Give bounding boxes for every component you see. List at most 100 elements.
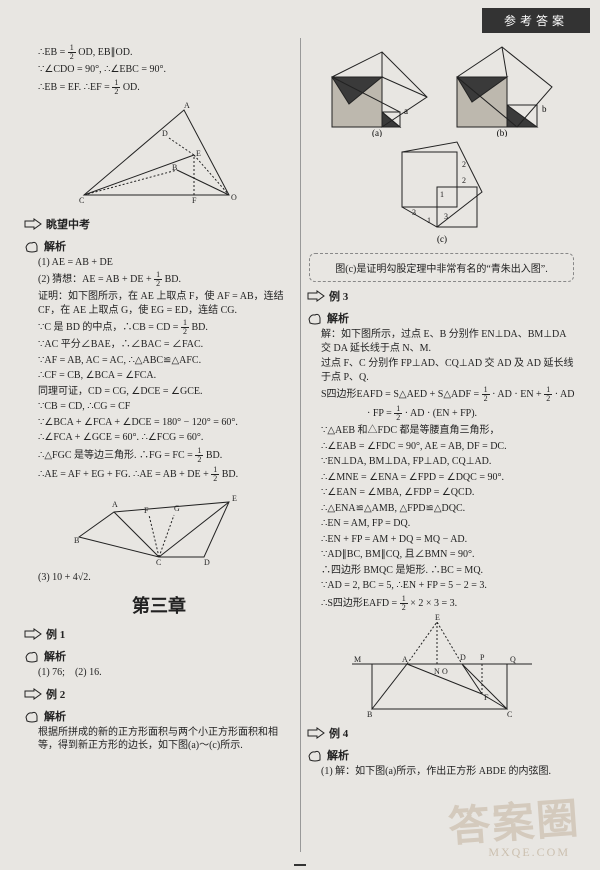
- figure-pentagon: A B C D E F G: [64, 487, 254, 567]
- hand-icon: [307, 311, 323, 325]
- figure-row: a (a) b (b): [307, 42, 576, 137]
- section-label: 解析: [327, 310, 349, 326]
- hand-icon: [307, 748, 323, 762]
- svg-text:M: M: [354, 655, 361, 664]
- svg-text:F: F: [192, 196, 197, 205]
- chapter-title: 第三章: [24, 592, 294, 618]
- arrow-icon: [24, 688, 42, 700]
- note-text: 图(c)是证明勾股定理中非常有名的“青朱出入图”.: [335, 264, 547, 275]
- text: OD, EB∥OD.: [78, 47, 132, 58]
- fraction: 12: [154, 271, 162, 288]
- svg-text:3: 3: [412, 208, 416, 217]
- left-column: ∴EB = 12 OD, EB∥OD. ∵∠CDO = 90°, ∴∠EBC =…: [18, 38, 300, 852]
- proof-line: ∵AF = AB, AC = AC, ∴△ABC≌△AFC.: [24, 354, 294, 368]
- hand-icon: [24, 709, 40, 723]
- answer-line: (3) 10 + 4√2.: [24, 571, 294, 585]
- eq-line: S四边形EAFD = S△AED + S△ADF = 12 · AD · EN …: [307, 386, 576, 403]
- hand-icon: [24, 239, 40, 253]
- proof-line: ∴∠MNE = ∠ENA = ∠FPD = ∠DQC = 90°.: [307, 471, 576, 485]
- svg-text:(a): (a): [372, 128, 382, 137]
- figure-trapezoid: E M A N D P Q O B C F: [342, 614, 542, 719]
- fraction: 12: [211, 466, 219, 483]
- section-label: 解析: [44, 708, 66, 724]
- page: ∴EB = 12 OD, EB∥OD. ∵∠CDO = 90°, ∴∠EBC =…: [18, 38, 582, 852]
- body-text: 过点 F、C 分别作 FP⊥AD、CQ⊥AD 交 AD 及 AD 延长线于点 P…: [307, 357, 576, 384]
- svg-text:O: O: [442, 667, 448, 676]
- section-analysis: 解析: [307, 747, 576, 763]
- example-label: 例 2: [46, 686, 65, 702]
- answer-line: (1) 76; (2) 16.: [24, 666, 294, 680]
- svg-text:D: D: [162, 129, 168, 138]
- body-text: 解：如下图所示，过点 E、B 分别作 EN⊥DA、BM⊥DA 交 DA 延长线于…: [307, 328, 576, 355]
- section-label: 解析: [44, 648, 66, 664]
- fraction: 12: [68, 44, 76, 61]
- section-analysis: 解析: [24, 648, 294, 664]
- svg-text:G: G: [174, 504, 180, 513]
- figure-b: b (b): [447, 42, 562, 137]
- body-text: 根据所拼成的新的正方形面积与两个小正方形面积和相等，得到新正方形的边长，如下图(…: [24, 726, 294, 753]
- fraction: 12: [544, 386, 552, 403]
- text: ∴EB = EF. ∴EF =: [38, 81, 112, 92]
- fraction: 12: [195, 447, 203, 464]
- svg-text:1: 1: [440, 190, 444, 199]
- section-analysis: 解析: [24, 708, 294, 724]
- svg-text:2: 2: [462, 160, 466, 169]
- note-box: 图(c)是证明勾股定理中非常有名的“青朱出入图”.: [309, 253, 574, 282]
- fraction: 12: [112, 79, 120, 96]
- watermark-sub: MXQE.COM: [488, 845, 570, 860]
- svg-text:P: P: [480, 653, 485, 662]
- section-analysis: 解析: [24, 238, 294, 254]
- proof-line: 证明：如下图所示，在 AE 上取点 F，使 AF = AB，连结 CF，在 AE…: [24, 290, 294, 317]
- svg-text:A: A: [402, 655, 408, 664]
- fraction: 12: [394, 405, 402, 422]
- svg-text:A: A: [112, 500, 118, 509]
- example-label: 例 4: [329, 725, 348, 741]
- figure-triangle-1: A C O E B D F: [74, 100, 244, 210]
- proof-line: ∵C 是 BD 的中点，∴CB = CD = 12 BD.: [24, 319, 294, 336]
- section-label: 解析: [327, 747, 349, 763]
- proof-line: ∴EN + FP = AM + DQ = MQ − AD.: [307, 533, 576, 547]
- proof-line: ∴AE = AF + EG + FG. ∴AE = AB + DE + 12 B…: [24, 466, 294, 483]
- arrow-icon: [24, 218, 42, 230]
- section-analysis: 解析: [307, 310, 576, 326]
- svg-text:C: C: [507, 710, 512, 719]
- example-head: 例 2: [24, 686, 294, 702]
- proof-line: (2) 猜想：AE = AB + DE + 12 BD.: [24, 271, 294, 288]
- text: ∴EB =: [38, 47, 68, 58]
- proof-line: ∴四边形 BMQC 是矩形. ∴BC = MQ.: [307, 564, 576, 578]
- svg-text:E: E: [232, 494, 237, 503]
- arrow-icon: [307, 727, 325, 739]
- svg-text:a: a: [404, 106, 408, 116]
- example-head: 例 4: [307, 725, 576, 741]
- fraction: 12: [400, 595, 408, 612]
- svg-text:B: B: [74, 536, 79, 545]
- svg-text:E: E: [196, 149, 201, 158]
- hand-icon: [24, 649, 40, 663]
- svg-text:N: N: [434, 667, 440, 676]
- svg-text:B: B: [172, 163, 177, 172]
- figure-a: a (a): [322, 42, 437, 137]
- proof-line: ∴∠EAB = ∠FDC = 90°, AE = AB, DF = DC.: [307, 440, 576, 454]
- svg-text:F: F: [484, 693, 489, 702]
- proof-line: ∵△AEB 和△FDC 都是等腰直角三角形，: [307, 424, 576, 438]
- page-number: [294, 864, 306, 866]
- example-head: 例 1: [24, 626, 294, 642]
- fraction: 12: [482, 386, 490, 403]
- svg-text:B: B: [367, 710, 372, 719]
- eq-line: ∵∠CDO = 90°, ∴∠EBC = 90°.: [24, 63, 294, 77]
- header-tab: 参考答案: [482, 8, 590, 33]
- eq-line: ∴EB = 12 OD, EB∥OD.: [24, 44, 294, 61]
- svg-text:3: 3: [444, 212, 448, 221]
- eq-line: · FP = 12 · AD · (EN + FP).: [307, 405, 576, 422]
- svg-text:A: A: [184, 101, 190, 110]
- fraction: 12: [181, 319, 189, 336]
- svg-text:F: F: [144, 506, 149, 515]
- proof-line: (1) AE = AB + DE: [24, 256, 294, 270]
- svg-text:2: 2: [462, 176, 466, 185]
- proof-line: ∵AD = 2, BC = 5, ∴EN + FP = 5 − 2 = 3.: [307, 579, 576, 593]
- svg-text:E: E: [435, 614, 440, 622]
- proof-line: ∴CF = CB, ∠BCA = ∠FCA.: [24, 369, 294, 383]
- svg-text:C: C: [156, 558, 161, 567]
- svg-text:D: D: [204, 558, 210, 567]
- arrow-icon: [307, 290, 325, 302]
